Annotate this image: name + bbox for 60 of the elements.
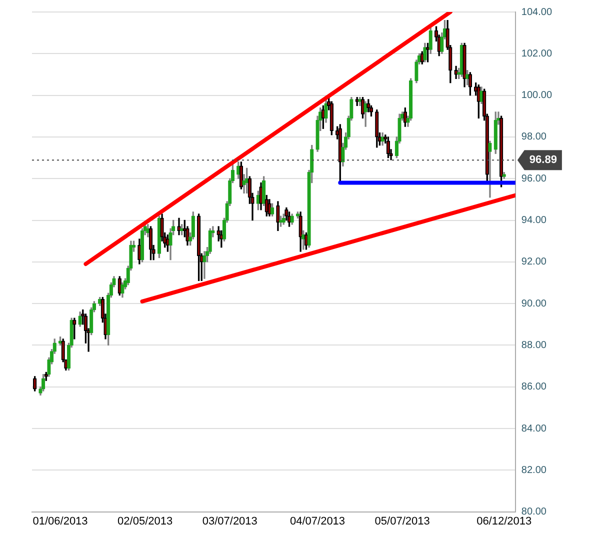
candlestick: [166, 234, 170, 252]
candlestick: [298, 212, 302, 252]
candlestick: [196, 214, 201, 281]
x-tick-label: 04/07/2013: [290, 515, 346, 528]
y-tick-label: 104.00: [521, 6, 552, 18]
x-tick-label: 05/07/2013: [374, 515, 430, 528]
candlestick: [462, 42, 466, 88]
y-tick-label: 100.00: [521, 90, 552, 102]
candlestick: [380, 132, 384, 146]
candlestick: [426, 42, 430, 62]
candlestick: [466, 70, 470, 86]
y-tick-label: 98.00: [521, 132, 547, 143]
candlestick: [494, 112, 498, 154]
candlestick: [488, 140, 492, 198]
candlestick: [338, 124, 342, 184]
candlestick: [202, 251, 206, 279]
candlestick: [32, 376, 37, 392]
candlestick: [239, 162, 244, 190]
candlestick: [502, 172, 506, 179]
y-tick-label: 90.00: [521, 298, 547, 310]
candlestick: [58, 336, 62, 346]
y-tick-label: 86.00: [521, 382, 547, 393]
y-tick-label: 92.00: [521, 256, 547, 268]
candlestick: [270, 203, 274, 216]
candlestick: [428, 26, 432, 54]
candlestick: [296, 212, 300, 218]
candlestick: [423, 42, 427, 62]
x-tick-label: 03/07/2013: [202, 515, 258, 528]
candlestick: [41, 374, 46, 392]
candlestick: [177, 218, 181, 236]
candlestick: [355, 97, 359, 106]
y-tick-label: 94.00: [521, 215, 547, 226]
candlestick: [98, 296, 102, 306]
candlestick: [476, 84, 480, 119]
candlestick: [324, 99, 328, 123]
candlestick: [454, 66, 458, 79]
candlestick: [499, 116, 504, 188]
y-tick-label: 84.00: [521, 423, 547, 434]
candlestick: [262, 176, 266, 206]
candlestick: [78, 312, 82, 327]
x-tick-label: 02/05/2013: [118, 515, 173, 528]
candlestick: [358, 97, 362, 106]
candlestick: [364, 101, 368, 127]
y-tick-label: 88.00: [521, 340, 547, 351]
candlestick: [403, 107, 407, 127]
y-tick-label: 82.00: [521, 464, 547, 476]
y-tick-label: 96.00: [521, 173, 547, 184]
candlestick: [468, 72, 472, 96]
candlestick: [276, 201, 280, 231]
candlestick: [321, 105, 326, 129]
candlestick: [375, 110, 379, 148]
candlestick: [302, 230, 306, 250]
x-tick-label: 06/12/2013: [476, 515, 532, 528]
x-tick-label: 01/06/2013: [32, 515, 88, 528]
y-tick-label: 80.00: [521, 506, 547, 518]
candlestick: [120, 282, 124, 298]
y-tick-label: 102.00: [521, 48, 552, 60]
ref-line-label: 96.89: [529, 154, 557, 166]
candlestick: [220, 230, 224, 248]
candlestick: [44, 372, 48, 381]
